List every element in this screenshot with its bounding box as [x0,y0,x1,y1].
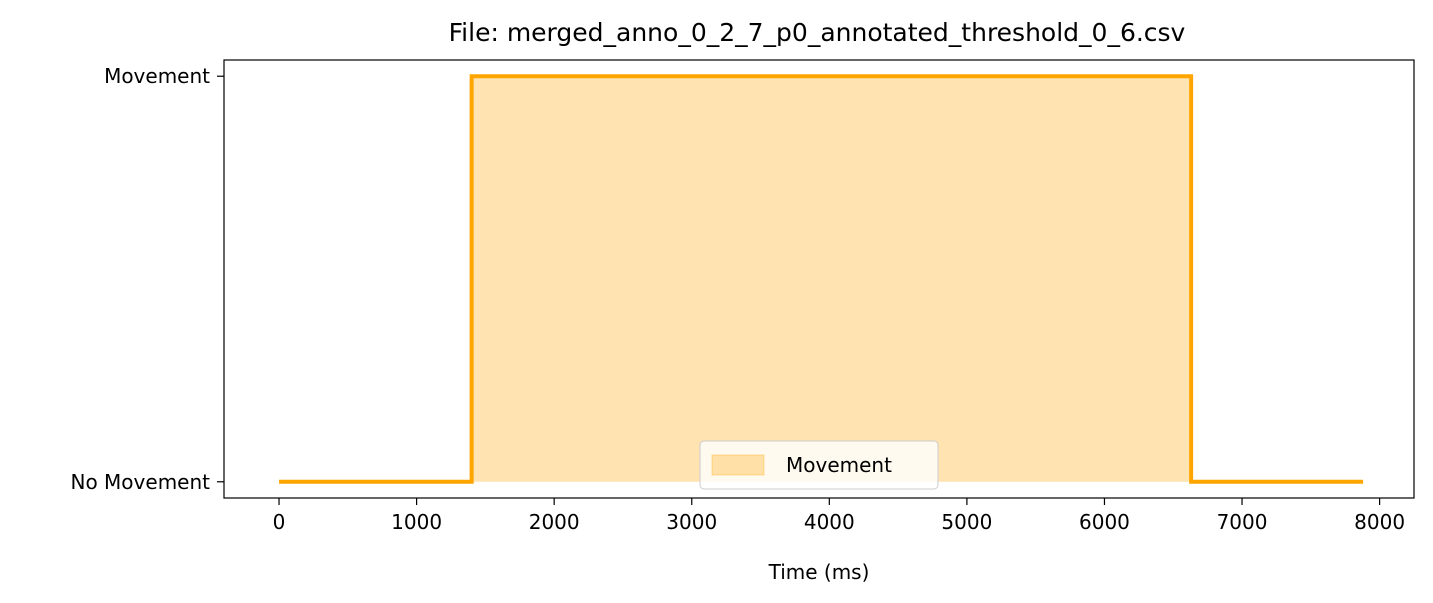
x-tick-label: 0 [273,510,286,534]
legend-label: Movement [786,453,892,477]
y-axis: No Movement Movement [71,64,224,494]
plot-frame [223,59,1415,499]
movement-fill-area [471,76,1192,482]
y-tick-label: No Movement [71,470,211,494]
x-axis-label: Time (ms) [768,560,870,584]
legend-swatch [711,454,765,476]
legend-box [699,440,939,490]
x-tick-label: 8000 [1354,510,1405,534]
legend: Movement [699,440,939,490]
x-tick-label: 1000 [391,510,442,534]
y-tick-label: Movement [104,64,210,88]
x-tick-label: 6000 [1079,510,1130,534]
series-line-0 [279,74,1364,484]
x-tick-label: 7000 [1217,510,1268,534]
x-tick-label: 2000 [529,510,580,534]
chart-title: File: merged_anno_0_2_7_p0_annotated_thr… [449,18,1186,47]
plot-area [279,74,1364,484]
x-tick-label: 3000 [666,510,717,534]
x-tick-label: 4000 [804,510,855,534]
x-axis: 0 1000 2000 3000 4000 5000 6000 7000 8000 [273,498,1405,534]
x-tick-label: 5000 [941,510,992,534]
